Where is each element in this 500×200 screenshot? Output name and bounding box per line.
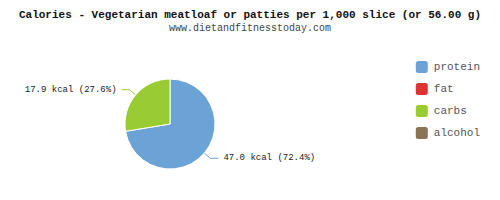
svg-text:carbs: carbs	[434, 105, 467, 117]
svg-text:fat: fat	[434, 83, 454, 95]
svg-text:Calories - Vegetarian meatloaf: Calories - Vegetarian meatloaf or pattie…	[19, 9, 481, 21]
svg-text:alcohol: alcohol	[434, 127, 480, 139]
svg-text:47.0 kcal (72.4%): 47.0 kcal (72.4%)	[223, 153, 315, 163]
svg-text:17.9 kcal (27.6%): 17.9 kcal (27.6%)	[25, 85, 117, 95]
svg-text:www.dietandfitnesstoday.com: www.dietandfitnesstoday.com	[169, 23, 331, 34]
svg-text:protein: protein	[434, 61, 480, 73]
